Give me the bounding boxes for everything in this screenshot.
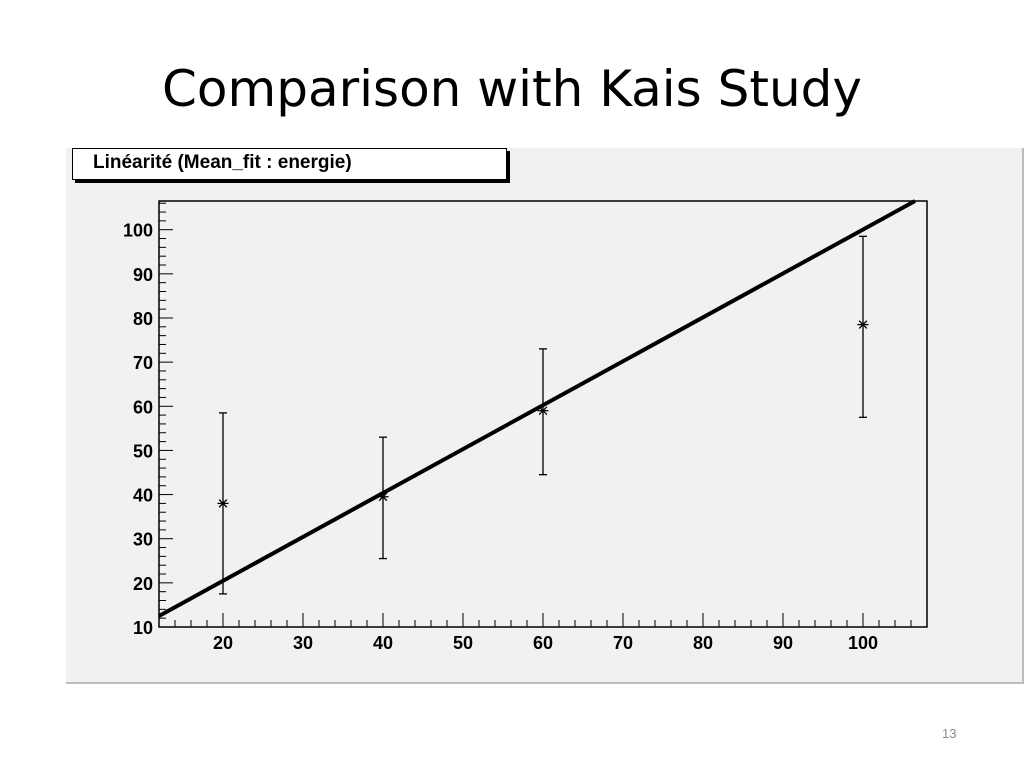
y-tick-label: 90 [133,265,153,285]
y-tick-label: 100 [123,221,153,241]
x-tick-label: 100 [848,633,878,653]
fit-line-layer [158,199,916,618]
chart-canvas [66,148,1024,684]
data-point [857,235,869,418]
x-tick-label: 80 [693,633,713,653]
y-tick-label: 30 [133,530,153,550]
star-marker [538,406,548,415]
points-layer [217,235,869,595]
page-number: 13 [942,726,957,741]
chart-title: Linéarité (Mean_fit : energie) [93,152,352,173]
star-marker [378,492,388,502]
x-tick-label: 70 [613,633,633,653]
x-tick-label: 40 [373,633,393,653]
x-tick-label: 20 [213,633,233,653]
star-marker [218,499,228,508]
y-tick-label: 20 [133,574,153,594]
y-tick-label: 50 [133,441,153,461]
y-tick-label: 70 [133,353,153,373]
data-point [377,436,389,560]
y-tick-label: 60 [133,397,153,417]
data-point [217,412,229,595]
x-tick-label: 90 [773,633,793,653]
axes: 10 20 30 40 50 60 70 80 90 100 20 30 40 50 60 70 80 90 100 [123,202,928,653]
chart-title-box: Linéarité (Mean_fit : energie) [72,148,507,180]
star-marker [858,320,868,329]
y-tick-label: 10 [133,618,153,638]
x-tick-label: 60 [533,633,553,653]
fit-line [158,199,916,618]
data-point [537,348,549,476]
slide-title: Comparison with Kais Study [162,60,862,118]
y-tick-label: 40 [133,486,153,506]
x-tick-label: 50 [453,633,473,653]
x-tick-label: 30 [293,633,313,653]
y-tick-label: 80 [133,309,153,329]
